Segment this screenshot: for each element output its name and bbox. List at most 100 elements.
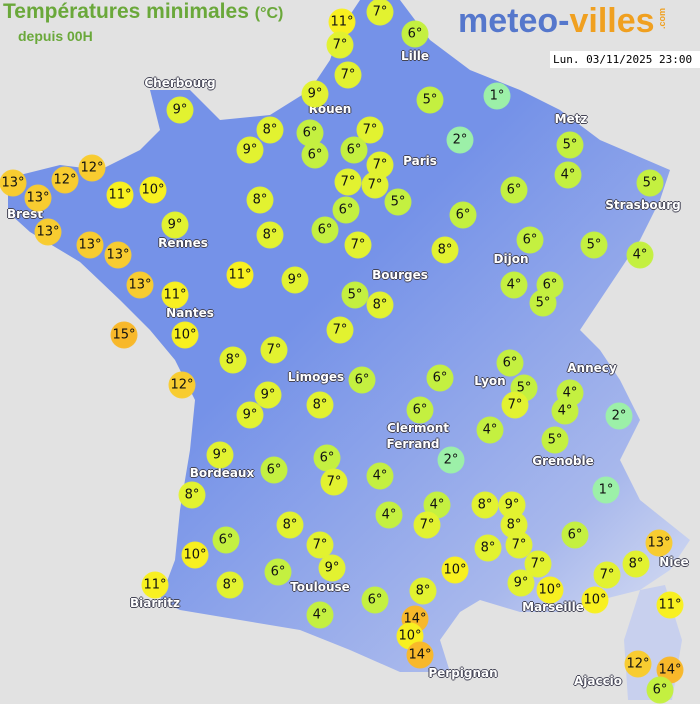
- temperature-marker[interactable]: 13°: [76, 231, 104, 259]
- temperature-marker[interactable]: 6°: [311, 216, 339, 244]
- temperature-marker[interactable]: 2°: [446, 126, 474, 154]
- temperature-marker[interactable]: 11°: [656, 591, 684, 619]
- temperature-marker[interactable]: 4°: [500, 271, 528, 299]
- temperature-marker[interactable]: 10°: [536, 576, 564, 604]
- temperature-marker[interactable]: 11°: [328, 8, 356, 36]
- temperature-marker[interactable]: 12°: [78, 154, 106, 182]
- temperature-marker[interactable]: 7°: [366, 0, 394, 26]
- temperature-marker[interactable]: 8°: [256, 221, 284, 249]
- temperature-marker[interactable]: 4°: [366, 462, 394, 490]
- temperature-marker[interactable]: 6°: [406, 396, 434, 424]
- temperature-marker[interactable]: 12°: [624, 650, 652, 678]
- temperature-marker[interactable]: 9°: [318, 554, 346, 582]
- temperature-marker[interactable]: 7°: [366, 151, 394, 179]
- temperature-marker[interactable]: 15°: [110, 321, 138, 349]
- temperature-marker[interactable]: 8°: [431, 236, 459, 264]
- temperature-marker[interactable]: 6°: [301, 141, 329, 169]
- temperature-marker[interactable]: 6°: [496, 349, 524, 377]
- temperature-marker[interactable]: 13°: [0, 169, 27, 197]
- temperature-marker[interactable]: 13°: [645, 529, 673, 557]
- temperature-marker[interactable]: 5°: [580, 231, 608, 259]
- temperature-marker[interactable]: 8°: [178, 481, 206, 509]
- temperature-marker[interactable]: 6°: [313, 444, 341, 472]
- temperature-marker[interactable]: 6°: [516, 226, 544, 254]
- temperature-marker[interactable]: 7°: [344, 231, 372, 259]
- temperature-marker[interactable]: 6°: [401, 20, 429, 48]
- temperature-marker[interactable]: 7°: [260, 336, 288, 364]
- temperature-marker[interactable]: 8°: [474, 534, 502, 562]
- temperature-marker[interactable]: 8°: [216, 571, 244, 599]
- temperature-marker[interactable]: 6°: [426, 364, 454, 392]
- temperature-marker[interactable]: 10°: [581, 586, 609, 614]
- temperature-marker[interactable]: 7°: [334, 168, 362, 196]
- temperature-marker[interactable]: 12°: [51, 166, 79, 194]
- temperature-marker[interactable]: 8°: [219, 346, 247, 374]
- temperature-marker[interactable]: 7°: [501, 391, 529, 419]
- temperature-marker[interactable]: 7°: [306, 531, 334, 559]
- temperature-marker[interactable]: 7°: [593, 561, 621, 589]
- temperature-marker[interactable]: 10°: [181, 541, 209, 569]
- temperature-marker[interactable]: 14°: [406, 641, 434, 669]
- temperature-marker[interactable]: 5°: [384, 188, 412, 216]
- temperature-marker[interactable]: 5°: [416, 86, 444, 114]
- temperature-marker[interactable]: 6°: [500, 176, 528, 204]
- temperature-marker[interactable]: 9°: [301, 80, 329, 108]
- temperature-marker[interactable]: 13°: [24, 184, 52, 212]
- temperature-marker[interactable]: 12°: [168, 371, 196, 399]
- temperature-marker[interactable]: 8°: [622, 550, 650, 578]
- temperature-marker[interactable]: 11°: [141, 571, 169, 599]
- temperature-marker[interactable]: 8°: [471, 491, 499, 519]
- temperature-marker[interactable]: 6°: [340, 136, 368, 164]
- temperature-marker[interactable]: 5°: [529, 289, 557, 317]
- temperature-marker[interactable]: 13°: [34, 218, 62, 246]
- temperature-marker[interactable]: 4°: [306, 601, 334, 629]
- temperature-marker[interactable]: 2°: [605, 402, 633, 430]
- temperature-marker[interactable]: 6°: [212, 526, 240, 554]
- temperature-marker[interactable]: 10°: [171, 321, 199, 349]
- temperature-marker[interactable]: 8°: [276, 511, 304, 539]
- temperature-marker[interactable]: 8°: [246, 186, 274, 214]
- temperature-marker[interactable]: 8°: [256, 116, 284, 144]
- temperature-marker[interactable]: 6°: [264, 558, 292, 586]
- temperature-marker[interactable]: 4°: [476, 416, 504, 444]
- temperature-marker[interactable]: 7°: [326, 31, 354, 59]
- temperature-marker[interactable]: 7°: [326, 316, 354, 344]
- temperature-marker[interactable]: 7°: [361, 171, 389, 199]
- temperature-marker[interactable]: 9°: [206, 441, 234, 469]
- temperature-marker[interactable]: 4°: [626, 241, 654, 269]
- temperature-marker[interactable]: 6°: [348, 366, 376, 394]
- temperature-marker[interactable]: 9°: [161, 211, 189, 239]
- temperature-marker[interactable]: 6°: [449, 201, 477, 229]
- temperature-marker[interactable]: 4°: [375, 501, 403, 529]
- temperature-marker[interactable]: 6°: [361, 586, 389, 614]
- temperature-marker[interactable]: 13°: [126, 271, 154, 299]
- temperature-marker[interactable]: 4°: [551, 397, 579, 425]
- temperature-marker[interactable]: 4°: [554, 161, 582, 189]
- temperature-marker[interactable]: 7°: [413, 511, 441, 539]
- temperature-marker[interactable]: 9°: [236, 401, 264, 429]
- temperature-marker[interactable]: 1°: [592, 476, 620, 504]
- temperature-marker[interactable]: 8°: [306, 391, 334, 419]
- temperature-marker[interactable]: 8°: [409, 577, 437, 605]
- temperature-marker[interactable]: 10°: [441, 556, 469, 584]
- temperature-marker[interactable]: 9°: [166, 96, 194, 124]
- temperature-marker[interactable]: 5°: [636, 169, 664, 197]
- temperature-marker[interactable]: 5°: [541, 426, 569, 454]
- temperature-marker[interactable]: 11°: [161, 281, 189, 309]
- temperature-marker[interactable]: 10°: [139, 176, 167, 204]
- temperature-marker[interactable]: 6°: [646, 676, 674, 704]
- temperature-marker[interactable]: 5°: [341, 281, 369, 309]
- temperature-marker[interactable]: 11°: [226, 261, 254, 289]
- temperature-marker[interactable]: 6°: [332, 196, 360, 224]
- temperature-marker[interactable]: 9°: [236, 136, 264, 164]
- temperature-marker[interactable]: 8°: [366, 291, 394, 319]
- temperature-marker[interactable]: 6°: [260, 456, 288, 484]
- temperature-marker[interactable]: 13°: [104, 241, 132, 269]
- temperature-marker[interactable]: 5°: [556, 131, 584, 159]
- temperature-marker[interactable]: 11°: [106, 181, 134, 209]
- temperature-marker[interactable]: 9°: [281, 266, 309, 294]
- temperature-marker[interactable]: 1°: [483, 82, 511, 110]
- temperature-marker[interactable]: 7°: [524, 550, 552, 578]
- temperature-marker[interactable]: 2°: [437, 446, 465, 474]
- temperature-marker[interactable]: 6°: [561, 521, 589, 549]
